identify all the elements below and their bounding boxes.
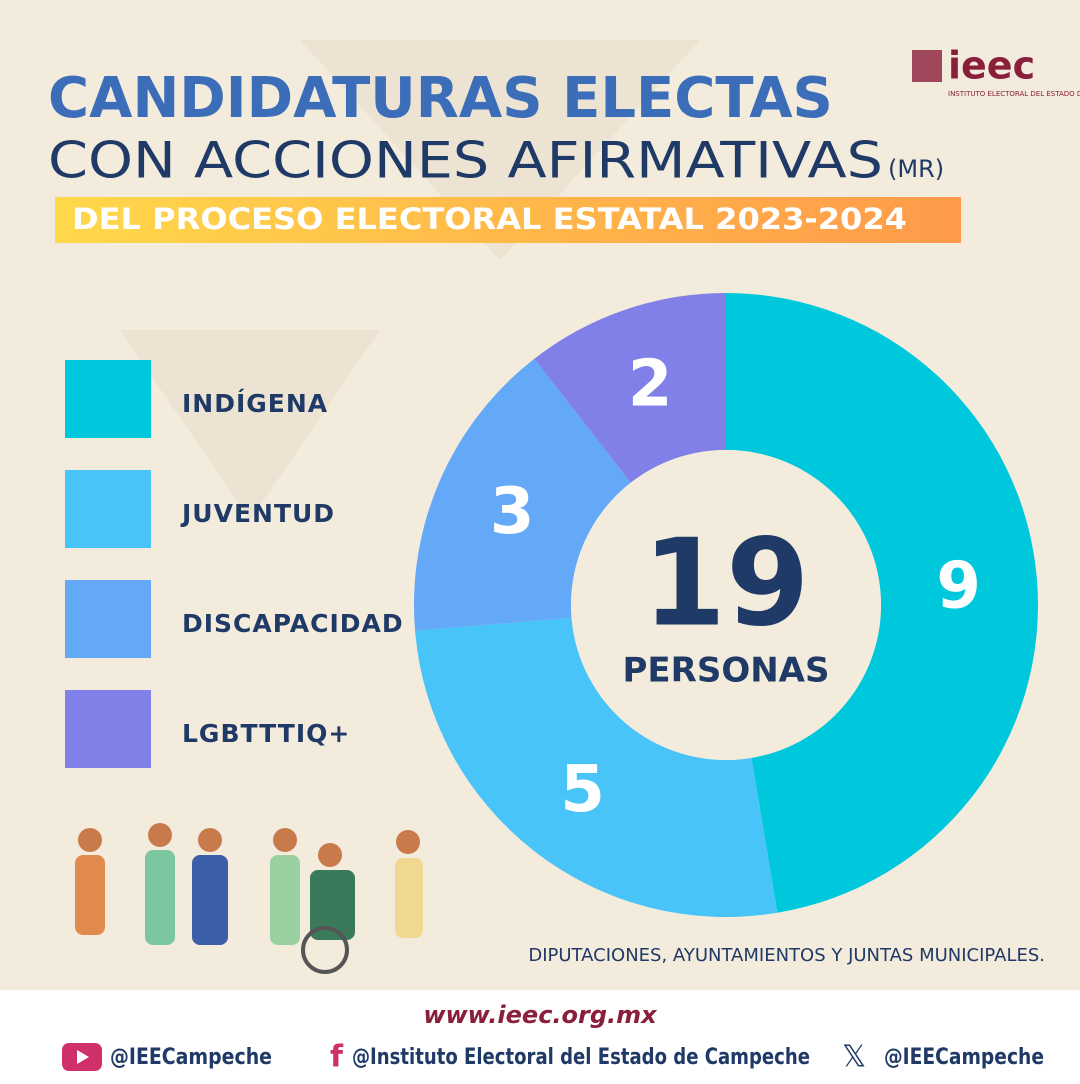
youtube-handle[interactable]: @IEECampeche [110, 1045, 272, 1070]
people-illustration [75, 823, 423, 974]
donut-segment [415, 617, 778, 917]
banner-text: DEL PROCESO ELECTORAL ESTATAL 2023-2024 [72, 202, 907, 236]
footer [0, 990, 1080, 1080]
x-handle[interactable]: @IEECampeche [884, 1045, 1044, 1070]
donut-hole [571, 450, 881, 760]
segment-label: 2 [628, 348, 673, 422]
legend-label: LGBTTTIQ+ [182, 719, 350, 748]
center-value: 19 [643, 515, 810, 654]
legend-label: DISCAPACIDAD [182, 609, 404, 638]
note: DIPUTACIONES, AYUNTAMIENTOS Y JUNTAS MUN… [528, 945, 1045, 966]
website: www.ieec.org.mx [423, 1001, 658, 1029]
logo-text: ieec [948, 44, 1035, 88]
center-label: PERSONAS [623, 651, 830, 691]
donut-segment [726, 293, 1038, 913]
segment-label: 3 [490, 475, 535, 549]
segment-label: 5 [560, 753, 605, 827]
decor [300, 40, 700, 260]
facebook-icon: f [330, 1040, 344, 1075]
decor [120, 330, 380, 520]
subtitle: CON ACCIONES AFIRMATIVAS [48, 132, 883, 190]
institution: INSTITUTO ELECTORAL DEL ESTADO DE CAMPEC… [948, 90, 1080, 98]
legend-swatch [65, 470, 151, 548]
legend-swatch [65, 360, 151, 438]
legend-label: INDÍGENA [182, 389, 328, 418]
legend-swatch [65, 580, 151, 658]
legend-label: JUVENTUD [180, 499, 335, 528]
youtube-play [77, 1050, 89, 1064]
donut-segment [414, 358, 631, 631]
legend-swatch [65, 690, 151, 768]
title: CANDIDATURAS ELECTAS [48, 66, 833, 131]
facebook-handle[interactable]: @Instituto Electoral del Estado de Campe… [352, 1045, 810, 1070]
donut-chart: 9 INDÍGENA 5 JUVENTUD 3 DISCAPACIDAD 2 LGBTTTIQ… [65, 293, 1038, 917]
donut-segment [534, 293, 726, 483]
banner [55, 197, 961, 243]
segment-label: 9 [936, 549, 981, 623]
subtitle-note: (MR) [888, 155, 944, 183]
x-icon: 𝕏 [842, 1040, 866, 1075]
logo-icon [912, 50, 942, 82]
